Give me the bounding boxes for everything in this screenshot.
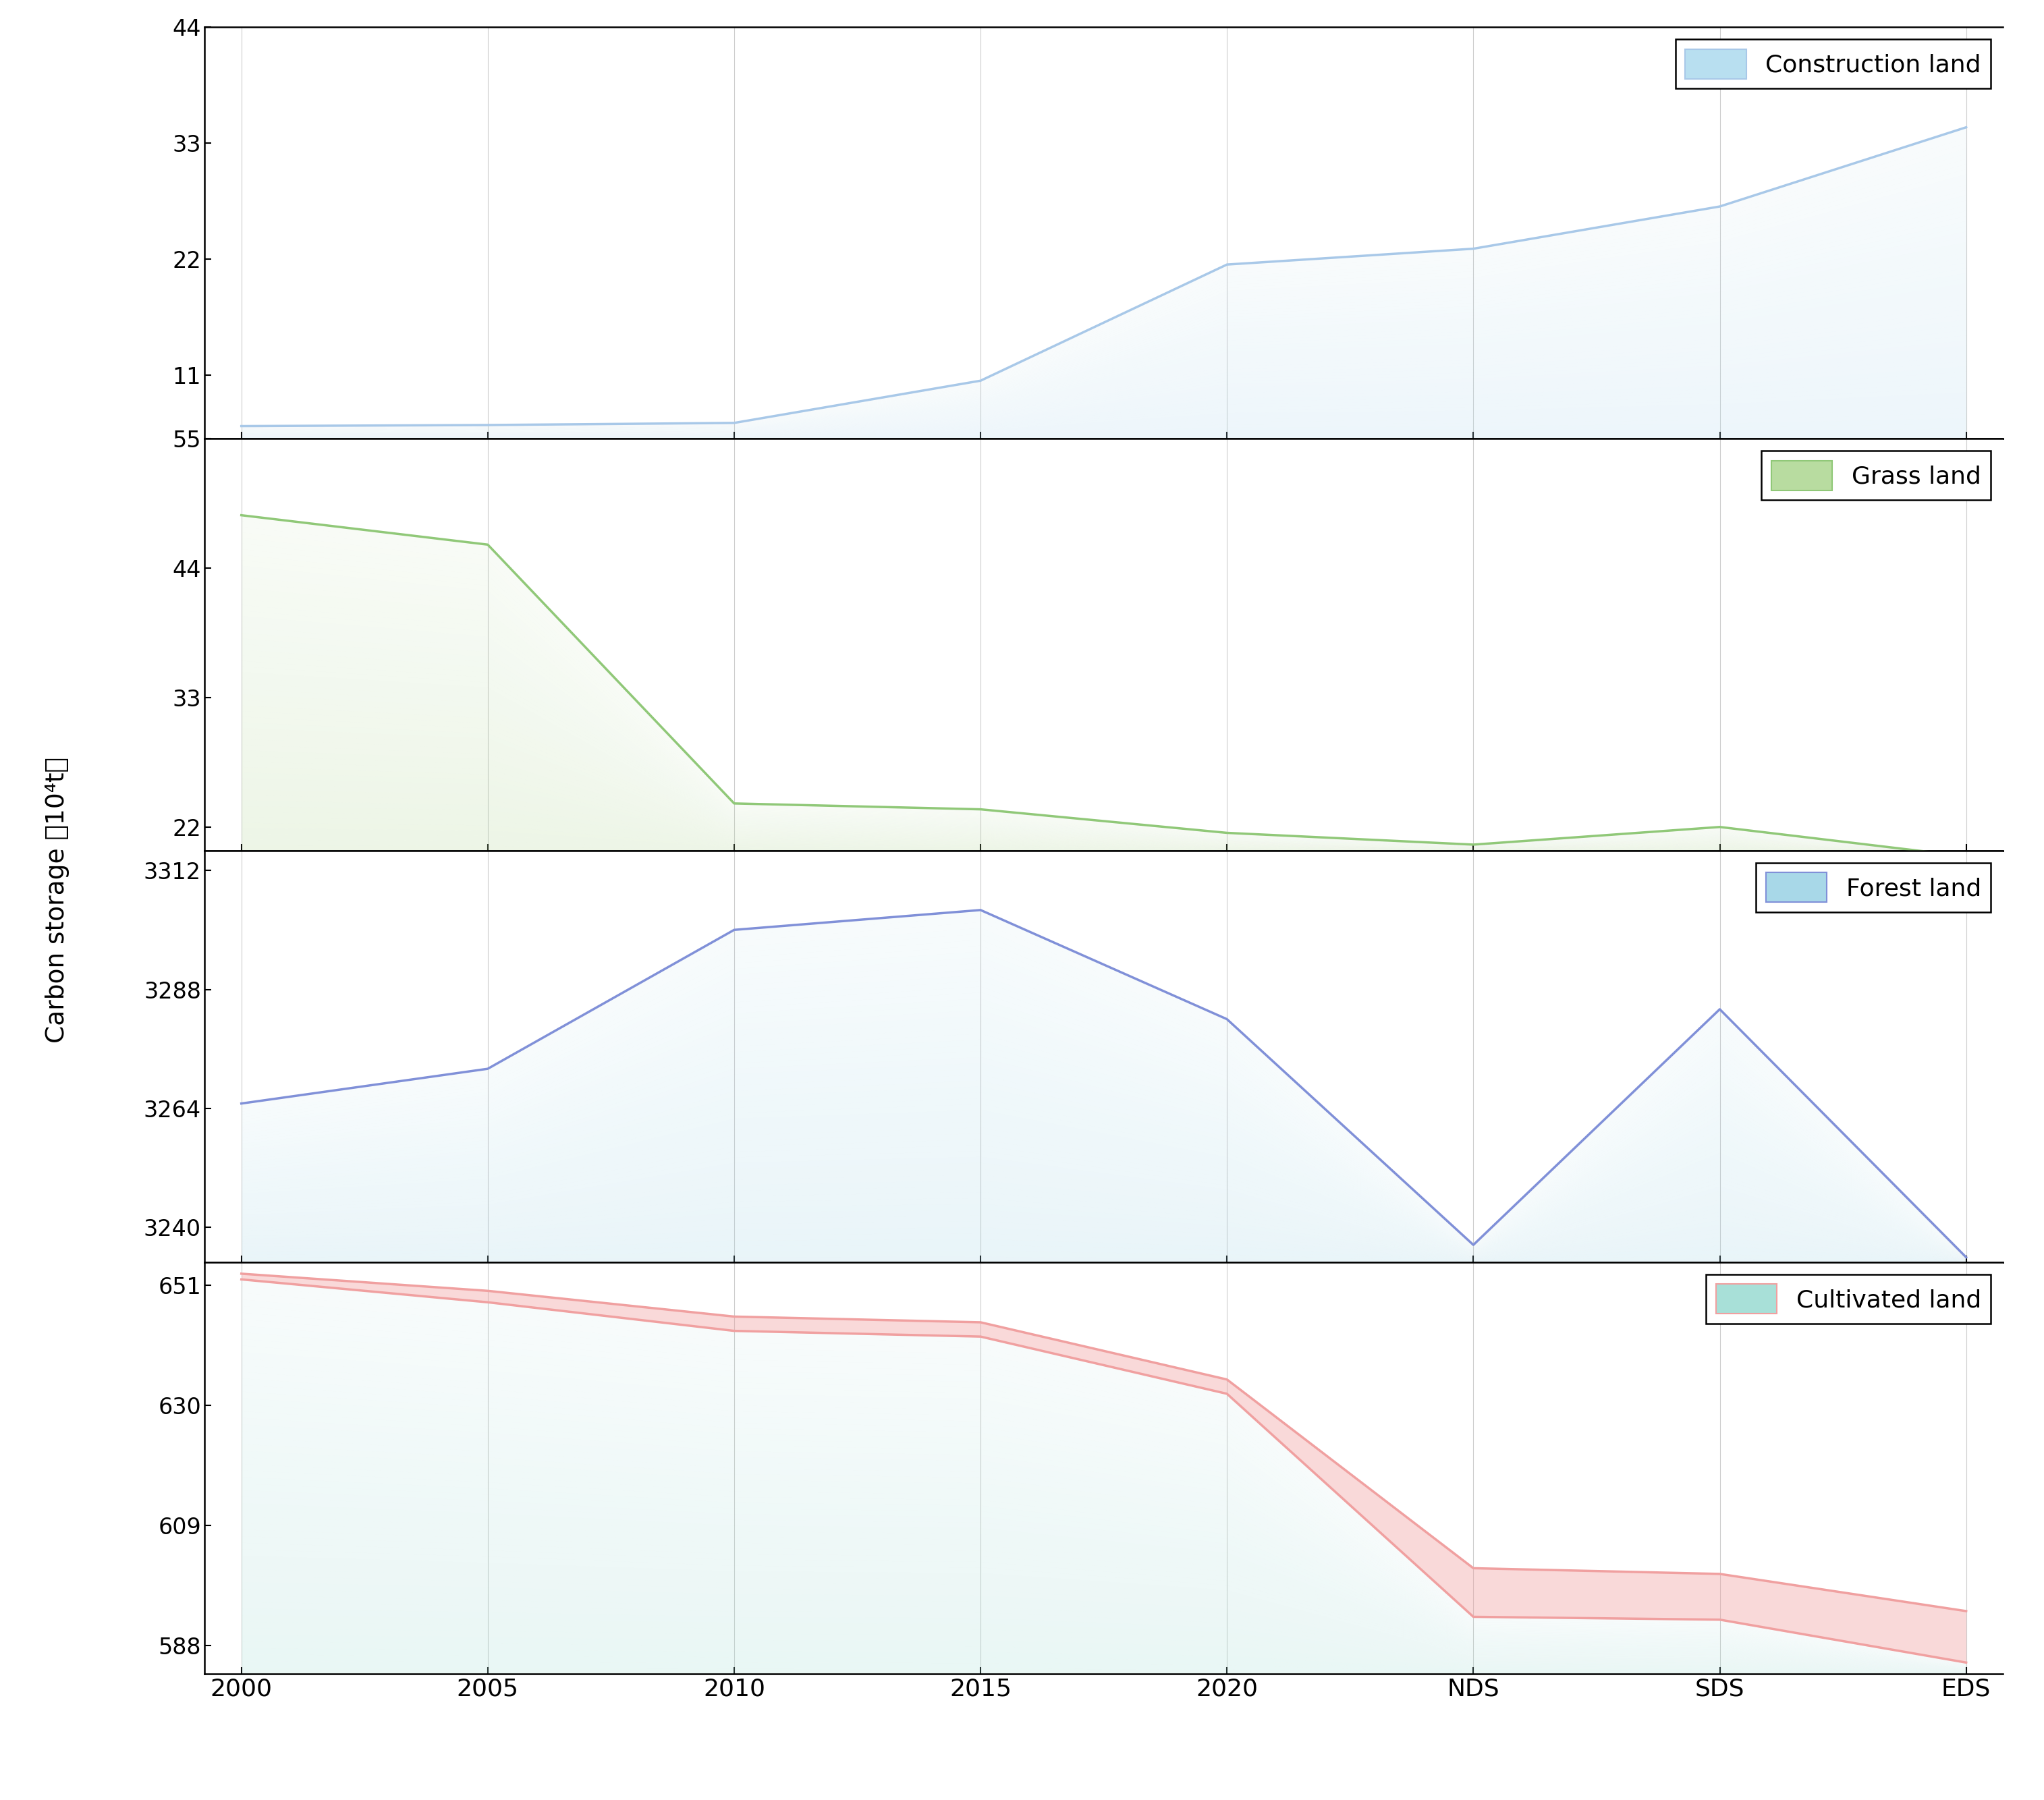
Legend: Forest land: Forest land <box>1756 862 1991 913</box>
Text: Carbon storage （10⁴t）: Carbon storage （10⁴t） <box>45 758 69 1042</box>
Legend: Construction land: Construction land <box>1676 40 1991 88</box>
Legend: Grass land: Grass land <box>1762 452 1991 500</box>
Legend: Cultivated land: Cultivated land <box>1707 1274 1991 1323</box>
